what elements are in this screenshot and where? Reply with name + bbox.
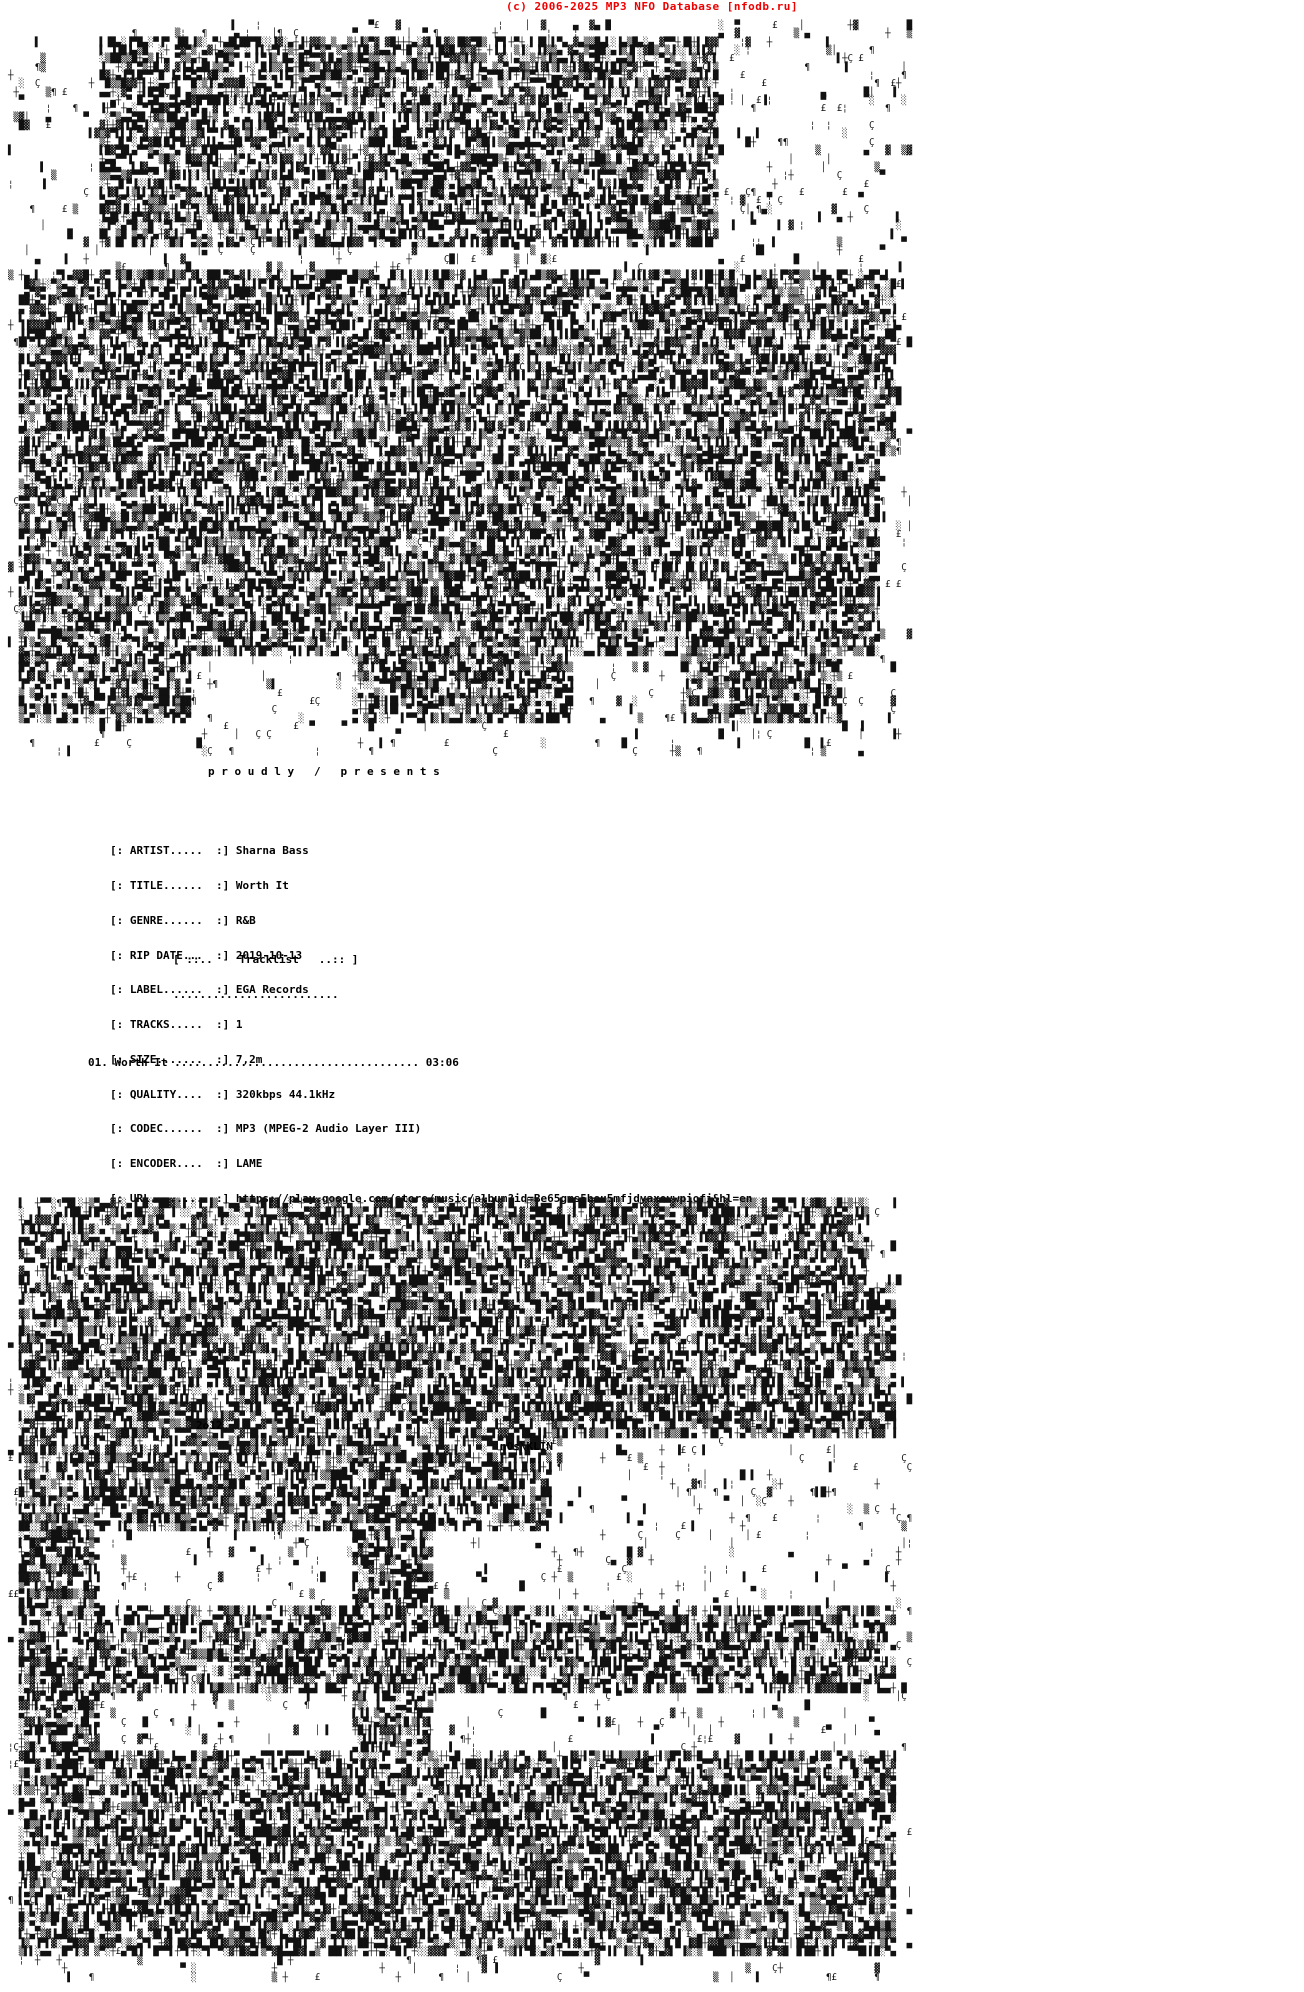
tracklist-spacer	[110, 1024, 459, 1033]
field-size-key: [: SIZE....... :]	[110, 1052, 230, 1066]
field-tracks-value: 1	[235, 1018, 243, 1032]
track-title: Worth It	[114, 1055, 168, 1069]
track-number: 01.	[88, 1055, 108, 1069]
field-label-value: EGA Records	[235, 983, 309, 997]
field-url-key: [: URL........ :]	[110, 1192, 230, 1205]
field-artist-key: [: ARTIST..... :]	[110, 844, 230, 858]
field-codec: [: CODEC...... :] MP3 (MPEG-2 Audio Laye…	[110, 1123, 752, 1135]
field-artist-value: Sharna Bass	[235, 844, 309, 858]
track-duration: 03:06	[425, 1055, 459, 1069]
field-codec-value: MP3 (MPEG-2 Audio Layer III)	[235, 1122, 422, 1136]
footer-year: 2o12	[196, 1419, 223, 1432]
field-codec-key: [: CODEC...... :]	[110, 1122, 230, 1136]
field-genre: [: GENRE...... :] R&B	[110, 913, 752, 927]
field-title-key: [: TITLE...... :]	[110, 878, 230, 892]
field-title: [: TITLE...... :] Worth It	[110, 880, 752, 892]
field-label: [: LABEL...... :] EGA Records	[110, 984, 752, 996]
field-quality-value: 320kbps 44.1kHz	[235, 1087, 336, 1101]
field-size-value: 7,2m	[235, 1052, 263, 1066]
tracklist-divider-dots: .........................	[173, 987, 339, 1001]
field-tracks: [: TRACKS..... :] 1	[110, 1019, 752, 1031]
field-tracks-key: [: TRACKS..... :]	[110, 1018, 230, 1032]
field-label-key: [: LABEL...... :]	[110, 983, 230, 997]
footer-group-signature: nOs\KLIN	[500, 1440, 553, 1453]
proudly-presents-line: p r o u d l y / p r e s e n t s	[208, 765, 440, 778]
field-quality-key: [: QUALITY.... :]	[110, 1087, 230, 1101]
tracklist-heading: [ ::.. Tracklist ..:: ]	[173, 952, 359, 966]
field-genre-value: R&B	[235, 913, 256, 927]
field-artist: [: ARTIST..... :] Sharna Bass	[110, 845, 752, 857]
field-encoder-key: [: ENCODER.... :]	[110, 1157, 230, 1171]
release-info-block: [: ARTIST..... :] Sharna Bass [: TITLE..…	[110, 822, 752, 1216]
nfodb-copyright-header: (c) 2006-2025 MP3 NFO Database [nfodb.ru…	[505, 0, 799, 13]
field-url: [: URL........ :] https://play.google.co…	[110, 1193, 752, 1205]
field-rip-date-value: 2019-10-13	[235, 948, 303, 962]
field-title-value: Worth It	[235, 878, 289, 892]
tracklist-block: [ ::.. Tracklist ..:: ] ................…	[88, 930, 459, 1081]
field-rip-date-key: [: RIP DATE... :]	[110, 948, 230, 962]
ascii-art-banner-top: ▐ ¦ ▀£ ▓ ¦ │ ▓ ▄ ▓▄ █ ░ ▀ £ │ ┼▓ █ ¶ ▒¦ …	[8, 20, 913, 757]
field-encoder-value: LAME	[235, 1157, 263, 1171]
field-url-value[interactable]: https://play.google.com/store/music/albu…	[235, 1192, 753, 1205]
field-quality: [: QUALITY.... :] 320kbps 44.1kHz	[110, 1087, 752, 1101]
ascii-art-banner-bottom: ▌ ┼▀▀░¶▀█▌░┼▒▀▄▄▓┼░▄▐ █░▀██▓▒▐ ░▐▀▐▒ ┼▄▄…	[8, 1198, 913, 1983]
field-encoder: [: ENCODER.... :] LAME	[110, 1158, 752, 1170]
field-size: [: SIZE....... :] 7,2m	[110, 1054, 752, 1066]
track-leader-dots: .....................................	[167, 1055, 420, 1069]
field-genre-key: [: GENRE...... :]	[110, 913, 230, 927]
track-row: 01. Worth It ...........................…	[88, 1057, 459, 1069]
field-rip-date: [: RIP DATE... :] 2019-10-13	[110, 948, 752, 962]
